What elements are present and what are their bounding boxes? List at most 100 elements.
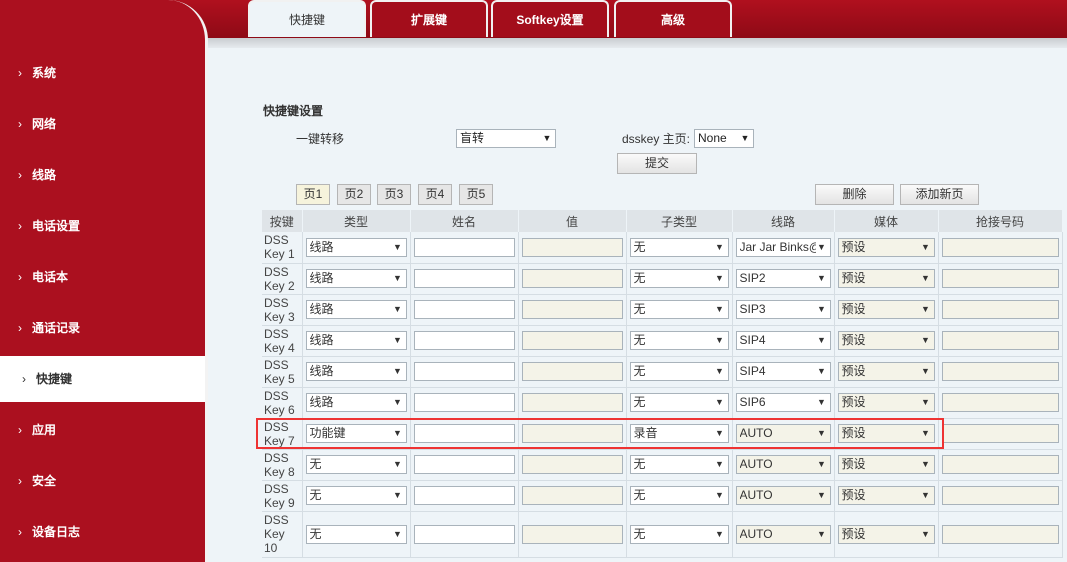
line-select[interactable]: AUTO ▼ <box>735 524 831 544</box>
type-select[interactable]: 功能键 ▼ <box>305 424 407 443</box>
line-select[interactable]: SIP6 ▼ <box>735 393 831 412</box>
type-select[interactable]: 线路 ▼ <box>305 300 407 319</box>
name-input[interactable] <box>413 393 515 412</box>
value-input[interactable] <box>521 269 623 288</box>
name-input[interactable] <box>413 486 515 505</box>
pickup-number-input[interactable] <box>941 237 1059 257</box>
name-input[interactable] <box>413 455 515 474</box>
dsskey-home-select[interactable]: None ▼ <box>694 129 754 148</box>
value-input[interactable] <box>521 237 623 257</box>
subtype-select[interactable]: 无 ▼ <box>629 362 729 381</box>
sidebar-item-6[interactable]: › 快捷键 <box>0 356 205 402</box>
subtype-select[interactable]: 无 ▼ <box>629 300 729 319</box>
value-input[interactable] <box>521 524 623 544</box>
line-select[interactable]: AUTO ▼ <box>735 486 831 505</box>
sidebar-item-5[interactable]: › 通话记录 <box>0 305 205 351</box>
subtype-select[interactable]: 无 ▼ <box>629 393 729 412</box>
page-2-button[interactable]: 页2 <box>337 184 371 205</box>
dropdown-arrow-icon: ▼ <box>817 528 826 539</box>
name-input[interactable] <box>413 269 515 288</box>
value-input[interactable] <box>521 486 623 505</box>
dropdown-arrow-icon: ▼ <box>715 273 724 283</box>
value-input[interactable] <box>521 362 623 381</box>
page-5-button[interactable]: 页5 <box>459 184 493 205</box>
media-select[interactable]: 预设 ▼ <box>837 237 935 257</box>
media-select[interactable]: 预设 ▼ <box>837 424 935 443</box>
pickup-number-input[interactable] <box>941 393 1059 412</box>
sidebar-item-0[interactable]: › 系统 <box>0 50 205 96</box>
media-select[interactable]: 预设 ▼ <box>837 486 935 505</box>
submit-button[interactable]: 提交 <box>617 153 697 174</box>
media-select[interactable]: 预设 ▼ <box>837 455 935 474</box>
type-select[interactable]: 无 ▼ <box>305 486 407 505</box>
name-input[interactable] <box>413 300 515 319</box>
subtype-select[interactable]: 无 ▼ <box>629 455 729 474</box>
pickup-number-input[interactable] <box>941 524 1059 544</box>
subtype-select[interactable]: 录音 ▼ <box>629 424 729 443</box>
pickup-number-input[interactable] <box>941 486 1059 505</box>
type-select[interactable]: 无 ▼ <box>305 524 407 544</box>
pickup-number-input[interactable] <box>941 269 1059 288</box>
media-select[interactable]: 预设 ▼ <box>837 393 935 412</box>
dropdown-arrow-icon: ▼ <box>817 273 826 283</box>
pickup-number-input[interactable] <box>941 455 1059 474</box>
name-input[interactable] <box>413 424 515 443</box>
sidebar-item-3[interactable]: › 电话设置 <box>0 203 205 249</box>
page-1-button[interactable]: 页1 <box>296 184 330 205</box>
type-select[interactable]: 无 ▼ <box>305 455 407 474</box>
tab-softkey-settings[interactable]: Softkey设置 <box>491 0 609 37</box>
subtype-select[interactable]: 无 ▼ <box>629 524 729 544</box>
name-input[interactable] <box>413 237 515 257</box>
subtype-select[interactable]: 无 ▼ <box>629 237 729 257</box>
sidebar-item-1[interactable]: › 网络 <box>0 101 205 147</box>
line-select[interactable]: Jar Jar Binks@ ▼ <box>735 237 831 257</box>
pickup-number-input[interactable] <box>941 424 1059 443</box>
line-select[interactable]: SIP3 ▼ <box>735 300 831 319</box>
sidebar-item-9[interactable]: › 设备日志 <box>0 509 205 555</box>
transfer-value: 盲转 <box>460 131 485 145</box>
value-input[interactable] <box>521 331 623 350</box>
line-select-value: Jar Jar Binks@ <box>739 239 816 254</box>
line-select[interactable]: AUTO ▼ <box>735 424 831 443</box>
type-select[interactable]: 线路 ▼ <box>305 331 407 350</box>
media-select[interactable]: 预设 ▼ <box>837 362 935 381</box>
add-page-button[interactable]: 添加新页 <box>900 184 979 205</box>
name-input[interactable] <box>413 524 515 544</box>
transfer-select[interactable]: 盲转 ▼ <box>456 129 556 148</box>
line-select[interactable]: AUTO ▼ <box>735 455 831 474</box>
pickup-number-input[interactable] <box>941 362 1059 381</box>
name-input[interactable] <box>413 331 515 350</box>
media-select[interactable]: 预设 ▼ <box>837 300 935 319</box>
type-select[interactable]: 线路 ▼ <box>305 393 407 412</box>
tab-advanced[interactable]: 高级 <box>614 0 732 37</box>
name-input[interactable] <box>413 362 515 381</box>
sidebar-item-2[interactable]: › 线路 <box>0 152 205 198</box>
type-select[interactable]: 线路 ▼ <box>305 362 407 381</box>
subtype-select[interactable]: 无 ▼ <box>629 269 729 288</box>
tab-extension-keys[interactable]: 扩展键 <box>370 0 488 37</box>
value-input[interactable] <box>521 393 623 412</box>
dropdown-arrow-icon: ▼ <box>715 241 724 252</box>
tab-shortcut-keys[interactable]: 快捷键 <box>248 0 366 37</box>
sidebar-item-8[interactable]: › 安全 <box>0 458 205 504</box>
subtype-select[interactable]: 无 ▼ <box>629 486 729 505</box>
pickup-number-input[interactable] <box>941 331 1059 350</box>
media-select[interactable]: 预设 ▼ <box>837 331 935 350</box>
value-input[interactable] <box>521 300 623 319</box>
line-select[interactable]: SIP4 ▼ <box>735 362 831 381</box>
type-select[interactable]: 线路 ▼ <box>305 237 407 257</box>
value-input[interactable] <box>521 455 623 474</box>
type-select[interactable]: 线路 ▼ <box>305 269 407 288</box>
subtype-select[interactable]: 无 ▼ <box>629 331 729 350</box>
page-3-button[interactable]: 页3 <box>377 184 411 205</box>
sidebar-item-4[interactable]: › 电话本 <box>0 254 205 300</box>
media-select[interactable]: 预设 ▼ <box>837 524 935 544</box>
media-select[interactable]: 预设 ▼ <box>837 269 935 288</box>
pickup-number-input[interactable] <box>941 300 1059 319</box>
line-select[interactable]: SIP2 ▼ <box>735 269 831 288</box>
sidebar-item-7[interactable]: › 应用 <box>0 407 205 453</box>
value-input[interactable] <box>521 424 623 443</box>
line-select[interactable]: SIP4 ▼ <box>735 331 831 350</box>
page-4-button[interactable]: 页4 <box>418 184 452 205</box>
delete-button[interactable]: 删除 <box>815 184 894 205</box>
